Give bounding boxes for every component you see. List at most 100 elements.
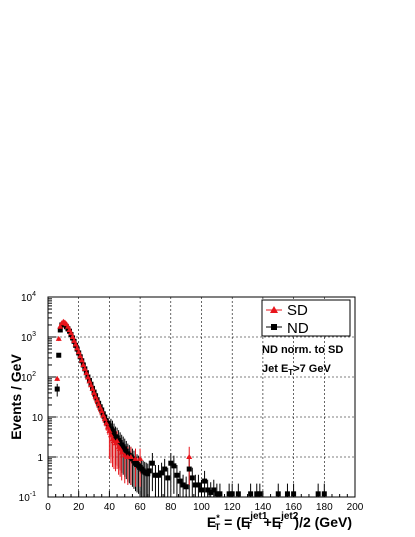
y-tick-label: 10-1 xyxy=(19,491,36,504)
data-points xyxy=(54,318,327,497)
nd-point xyxy=(275,491,281,497)
nd-point xyxy=(111,431,117,437)
nd-point xyxy=(180,482,186,488)
sd-point xyxy=(80,361,87,367)
y-tick-label: 10 xyxy=(32,413,44,424)
nd-point xyxy=(123,448,129,454)
nd-point xyxy=(171,463,177,469)
sd-point xyxy=(107,432,114,438)
nd-point xyxy=(156,472,162,478)
sd-point xyxy=(77,353,84,359)
nd-point xyxy=(54,386,60,392)
x-tick-label: 160 xyxy=(285,502,302,513)
annotation-jet-cut: Jet ET>7 GeV xyxy=(262,363,331,377)
x-title-sub2: T xyxy=(245,521,251,532)
x-title-tail: )/2 (GeV) xyxy=(294,514,352,530)
annotation-normalization: ND norm. to SD xyxy=(262,344,343,356)
sd-point xyxy=(89,386,96,392)
nd-point xyxy=(192,482,198,488)
x-tick-label: 140 xyxy=(255,502,272,513)
x-axis-ticks: 0 20 40 60 80 100 120 140 160 180 200 xyxy=(45,491,364,513)
legend-nd-label: ND xyxy=(287,320,309,337)
nd-point xyxy=(162,466,168,472)
sd-point xyxy=(57,323,64,329)
nd-point xyxy=(214,491,220,497)
sd-point xyxy=(91,389,98,395)
x-title-sup3: jet2 xyxy=(280,511,299,522)
legend: SD ND xyxy=(261,299,351,337)
nd-point xyxy=(146,468,152,474)
sd-point xyxy=(127,454,134,459)
x-title-sub: T xyxy=(215,522,221,532)
nd-point xyxy=(152,472,158,478)
nd-point xyxy=(199,487,204,493)
y-tick-label: 1 xyxy=(37,453,43,464)
legend-sd-marker xyxy=(270,306,278,313)
sd-point xyxy=(55,335,62,341)
nd-point xyxy=(211,487,217,493)
x-title-middle2: +E xyxy=(264,514,282,530)
x-tick-label: 100 xyxy=(193,502,210,513)
sd-point xyxy=(137,455,144,461)
nd-point xyxy=(149,460,155,466)
sd-point xyxy=(78,357,85,363)
sd-point xyxy=(87,382,94,388)
nd-point xyxy=(202,478,208,484)
nd-point xyxy=(189,475,195,481)
nd-point xyxy=(109,428,115,434)
nd-point xyxy=(257,491,263,497)
sd-point xyxy=(121,452,128,458)
nd-point xyxy=(235,491,241,497)
nd-point xyxy=(195,482,201,488)
annotation-jet-main: Jet E xyxy=(262,363,288,375)
x-tick-label: 180 xyxy=(316,502,333,513)
x-title-sup2: jet1 xyxy=(249,511,268,522)
nd-point xyxy=(229,491,235,497)
sd-point xyxy=(81,365,88,371)
sd-point xyxy=(132,455,139,461)
sd-point xyxy=(72,341,79,347)
x-tick-label: 0 xyxy=(45,502,51,513)
nd-point xyxy=(168,460,174,466)
nd-point xyxy=(57,327,63,333)
sd-point xyxy=(106,427,113,433)
nd-point xyxy=(159,470,165,476)
sd-point xyxy=(75,349,82,355)
x-tick-label: 120 xyxy=(224,502,241,513)
nd-point xyxy=(56,352,62,358)
sd-point xyxy=(98,408,105,414)
nd-point xyxy=(106,423,112,429)
nd-point xyxy=(254,491,260,497)
annotation-jet-sub: T xyxy=(288,368,293,377)
x-tick-label: 40 xyxy=(104,502,116,513)
y-axis-title: Events / GeV xyxy=(8,354,24,440)
nd-point xyxy=(284,491,290,497)
annotation-jet-tail: >7 GeV xyxy=(293,363,331,375)
y-axis-ticks: 10-1 1 10 102 103 104 xyxy=(19,291,56,504)
nd-point xyxy=(217,491,223,497)
nd-point xyxy=(177,478,183,484)
x-title-sup: * xyxy=(216,513,220,523)
x-title-middle: = (E xyxy=(220,514,250,530)
nd-point xyxy=(183,484,189,490)
sd-point xyxy=(54,375,61,381)
nd-point xyxy=(291,491,297,497)
nd-point xyxy=(145,471,151,477)
nd-point xyxy=(205,487,211,493)
nd-point xyxy=(315,491,321,497)
x-title-sub3: T xyxy=(276,521,282,532)
sd-point xyxy=(86,378,93,384)
y-tick-label: 104 xyxy=(21,291,36,304)
sd-point xyxy=(84,374,91,380)
x-tick-label: 200 xyxy=(347,502,364,513)
nd-point xyxy=(165,475,171,481)
legend-box xyxy=(261,299,351,337)
sd-point xyxy=(103,420,110,426)
x-tick-label: 80 xyxy=(165,502,177,513)
legend-nd-marker xyxy=(271,324,277,330)
sd-point xyxy=(114,438,121,444)
x-axis-title: E* T = (Ejet1 T +Ejet2 T)/2 (GeV) xyxy=(207,511,352,532)
sd-point xyxy=(118,449,125,455)
